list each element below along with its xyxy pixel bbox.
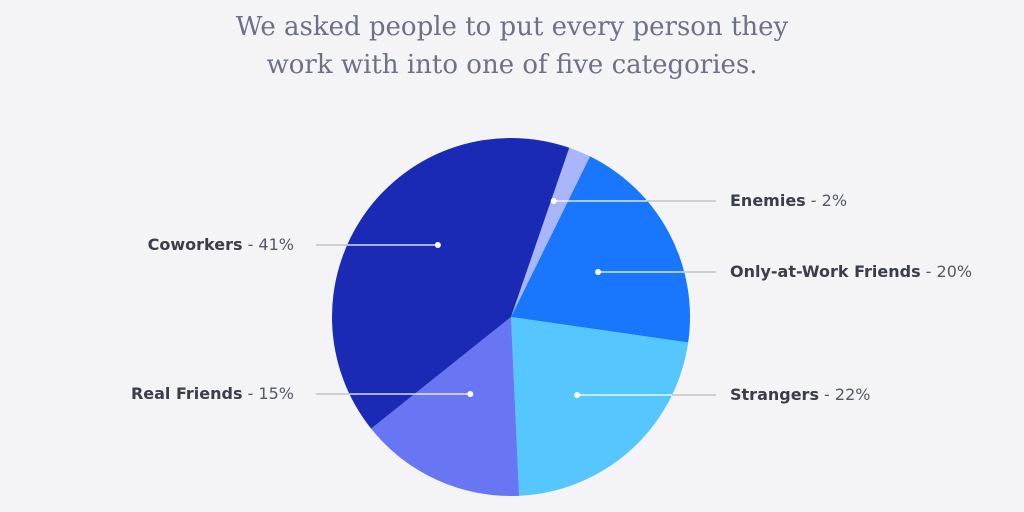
slice-category-only-at-work-friends: Only-at-Work Friends <box>730 262 921 281</box>
pie-slices <box>332 137 691 497</box>
slice-marker-dot-real-friends <box>467 391 474 397</box>
chart-title: We asked people to put every person they… <box>0 8 1024 84</box>
slice-marker-dot-strangers <box>574 392 581 398</box>
pie-labels: Enemies - 2% Only-at-Work Friends - 20% St… <box>131 191 972 404</box>
slice-marker-dot-enemies <box>550 198 557 204</box>
slice-label-only-at-work-friends: Only-at-Work Friends - 20% <box>730 262 972 281</box>
slice-marker-dot-coworkers <box>434 242 441 248</box>
chart-title-line-2: work with into one of five categories. <box>266 50 758 80</box>
pie-slice-enemies <box>511 147 591 317</box>
slice-label-real-friends: Real Friends - 15% <box>131 384 294 403</box>
slice-marker-dot-only-at-work-friends <box>595 269 602 275</box>
slice-percent-coworkers: - 41% <box>242 235 294 254</box>
slice-category-strangers: Strangers <box>730 385 819 404</box>
slice-category-coworkers: Coworkers <box>148 235 243 254</box>
pie-slice-only-at-work-friends <box>511 156 691 343</box>
pie-slice-real-friends <box>371 317 520 497</box>
slice-label-enemies: Enemies - 2% <box>730 191 847 210</box>
pie-slice-strangers <box>511 317 689 496</box>
slice-percent-enemies: - 2% <box>806 191 847 210</box>
chart-title-line-1: We asked people to put every person they <box>235 12 789 42</box>
slice-percent-strangers: - 22% <box>819 385 871 404</box>
slice-percent-real-friends: - 15% <box>242 384 294 403</box>
pie-slice-coworkers <box>332 137 570 429</box>
slice-label-coworkers: Coworkers - 41% <box>148 235 294 254</box>
slice-percent-only-at-work-friends: - 20% <box>921 262 973 281</box>
slice-category-enemies: Enemies <box>730 191 806 210</box>
slice-label-strangers: Strangers - 22% <box>730 385 870 404</box>
slice-category-real-friends: Real Friends <box>131 384 243 403</box>
